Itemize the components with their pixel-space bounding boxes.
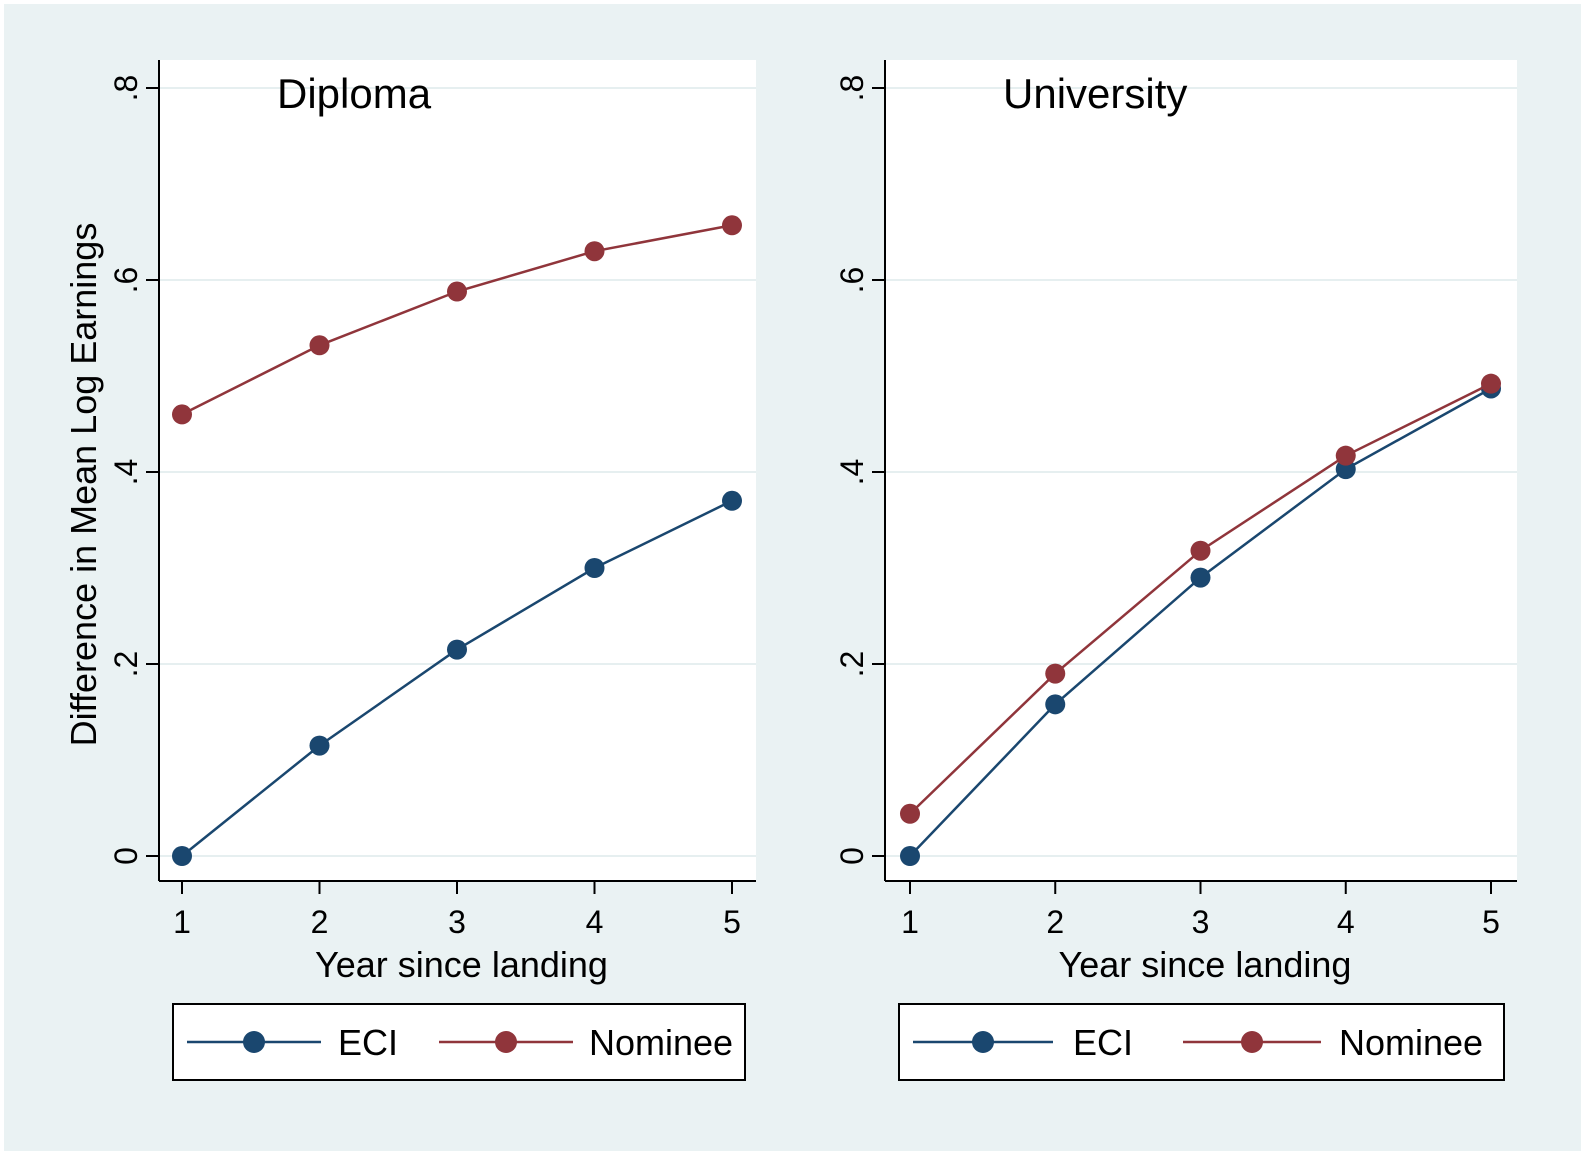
data-point-eci xyxy=(309,735,330,756)
panel-title: University xyxy=(1003,70,1187,117)
legend-marker-eci xyxy=(972,1031,994,1053)
y-axis-title: Difference in Mean Log Earnings xyxy=(63,223,104,747)
data-point-eci xyxy=(1045,694,1066,715)
legend-label-eci: ECI xyxy=(1073,1022,1133,1063)
panel-title: Diploma xyxy=(277,70,432,117)
y-tick-label: .6 xyxy=(108,267,144,294)
plot-area xyxy=(159,60,756,881)
data-point-nominee xyxy=(1045,663,1066,684)
data-point-nominee xyxy=(1190,540,1211,561)
data-point-eci xyxy=(172,846,192,866)
x-tick-label: 1 xyxy=(173,904,191,940)
legend-marker-nominee xyxy=(495,1031,517,1053)
x-tick-label: 2 xyxy=(311,904,329,940)
data-point-nominee xyxy=(309,335,330,356)
x-tick-label: 5 xyxy=(723,904,741,940)
data-point-nominee xyxy=(1335,445,1356,466)
legend-label-nominee: Nominee xyxy=(589,1022,733,1063)
data-point-nominee xyxy=(722,215,742,236)
y-tick-label: .4 xyxy=(834,459,870,486)
chart-panel-2: 0 .2 .4 .6 .8 1 2 3 4 5 Year since landing Universi… xyxy=(834,60,1517,1081)
data-point-eci xyxy=(1190,567,1211,588)
y-tick-label: .6 xyxy=(834,267,870,294)
x-tick-label: 2 xyxy=(1046,904,1064,940)
data-point-nominee xyxy=(447,281,467,302)
x-axis-title: Year since landing xyxy=(1059,944,1352,985)
x-tick-label: 4 xyxy=(586,904,604,940)
data-point-nominee xyxy=(172,404,192,425)
data-point-eci xyxy=(447,639,467,660)
data-point-nominee xyxy=(900,803,920,824)
x-tick-label: 3 xyxy=(1192,904,1210,940)
y-tick-label: .8 xyxy=(108,75,144,102)
plot-area xyxy=(885,60,1517,881)
x-tick-label: 5 xyxy=(1482,904,1500,940)
chart-svg: 0 .2 .4 .6 .8 1 2 3 4 5 Year since landing Differen… xyxy=(63,60,1517,1081)
legend-label-eci: ECI xyxy=(338,1022,398,1063)
x-tick-label: 4 xyxy=(1337,904,1355,940)
y-tick-label: .8 xyxy=(834,75,870,102)
x-tick-label: 1 xyxy=(901,904,919,940)
legend: ECI Nominee xyxy=(898,1003,1505,1081)
y-tick-label: .2 xyxy=(108,651,144,678)
x-axis-title: Year since landing xyxy=(315,944,608,985)
x-tick-label: 3 xyxy=(448,904,466,940)
legend-marker-nominee xyxy=(1241,1031,1263,1053)
data-point-nominee xyxy=(584,241,605,262)
y-tick-label: .2 xyxy=(834,651,870,678)
data-point-nominee xyxy=(1481,373,1501,394)
data-point-eci xyxy=(900,846,920,866)
y-tick-label: 0 xyxy=(108,847,144,865)
data-point-eci xyxy=(584,558,605,578)
y-tick-label: 0 xyxy=(834,847,870,865)
data-point-eci xyxy=(722,490,742,511)
legend-marker-eci xyxy=(243,1031,265,1053)
legend-label-nominee: Nominee xyxy=(1339,1022,1483,1063)
legend: ECI Nominee xyxy=(172,1003,746,1081)
chart-panel-1: 0 .2 .4 .6 .8 1 2 3 4 5 Year since landing Differen… xyxy=(63,60,756,1081)
y-tick-label: .4 xyxy=(108,459,144,486)
chart-figure: 0 .2 .4 .6 .8 1 2 3 4 5 Year since landing Differen… xyxy=(4,4,1581,1151)
